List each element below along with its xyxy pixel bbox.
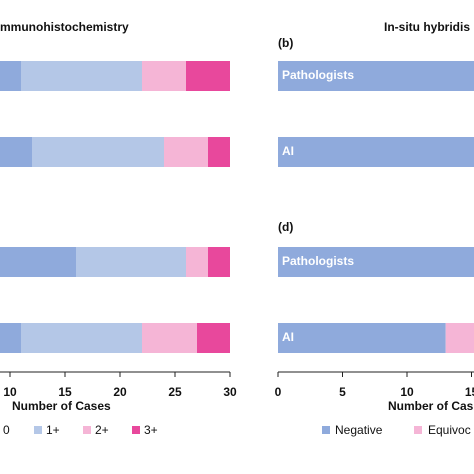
bar-segment xyxy=(278,137,474,167)
legend-swatch xyxy=(322,426,330,434)
legend-swatch xyxy=(414,426,422,434)
x-tick-label: 5 xyxy=(339,385,346,399)
bar-segment xyxy=(142,61,186,91)
bar-segment xyxy=(21,61,142,91)
bar-segment xyxy=(21,323,142,353)
x-tick-label: 10 xyxy=(3,385,17,399)
bar-segment xyxy=(208,247,230,277)
legend-label: 1+ xyxy=(46,423,60,437)
panel-title: In-situ hybridis xyxy=(384,20,470,34)
bar-segment xyxy=(164,137,208,167)
bar-segment xyxy=(0,247,76,277)
x-tick-label: 25 xyxy=(168,385,182,399)
panel-title: mmunohistochemistry xyxy=(0,20,129,34)
legend-label: 2+ xyxy=(95,423,109,437)
bar-segment xyxy=(32,137,164,167)
panel-label: (b) xyxy=(278,36,293,50)
x-tick-label: 30 xyxy=(223,385,237,399)
bar-segment xyxy=(197,323,230,353)
bar-segment xyxy=(186,61,230,91)
legend-swatch xyxy=(34,426,42,434)
legend-label: 0 xyxy=(3,423,10,437)
bar-segment xyxy=(278,61,474,91)
bar-segment xyxy=(208,137,230,167)
legend-label: 3+ xyxy=(144,423,158,437)
bar-segment xyxy=(76,247,186,277)
x-tick-label: 0 xyxy=(275,385,282,399)
category-label: AI xyxy=(282,330,294,344)
legend-swatch xyxy=(132,426,140,434)
legend-label: Equivoc xyxy=(428,423,471,437)
x-axis-label: Number of Cases xyxy=(12,399,111,413)
legend-label: Negative xyxy=(335,423,383,437)
bar-segment xyxy=(142,323,197,353)
x-tick-label: 15 xyxy=(58,385,72,399)
bar-segment xyxy=(0,323,21,353)
category-label: Pathologists xyxy=(282,68,354,82)
category-label: Pathologists xyxy=(282,254,354,268)
bar-segment xyxy=(278,323,446,353)
legend-swatch xyxy=(83,426,91,434)
bar-segment xyxy=(186,247,208,277)
bar-segment xyxy=(278,247,474,277)
bar-segment xyxy=(0,137,32,167)
bar-segment xyxy=(0,61,21,91)
category-label: AI xyxy=(282,144,294,158)
x-axis-label: Number of Cas xyxy=(388,399,474,413)
x-tick-label: 20 xyxy=(113,385,127,399)
panel-label: (d) xyxy=(278,220,293,234)
bar-segment xyxy=(445,323,474,353)
x-tick-label: 15 xyxy=(465,385,474,399)
x-tick-label: 10 xyxy=(400,385,414,399)
